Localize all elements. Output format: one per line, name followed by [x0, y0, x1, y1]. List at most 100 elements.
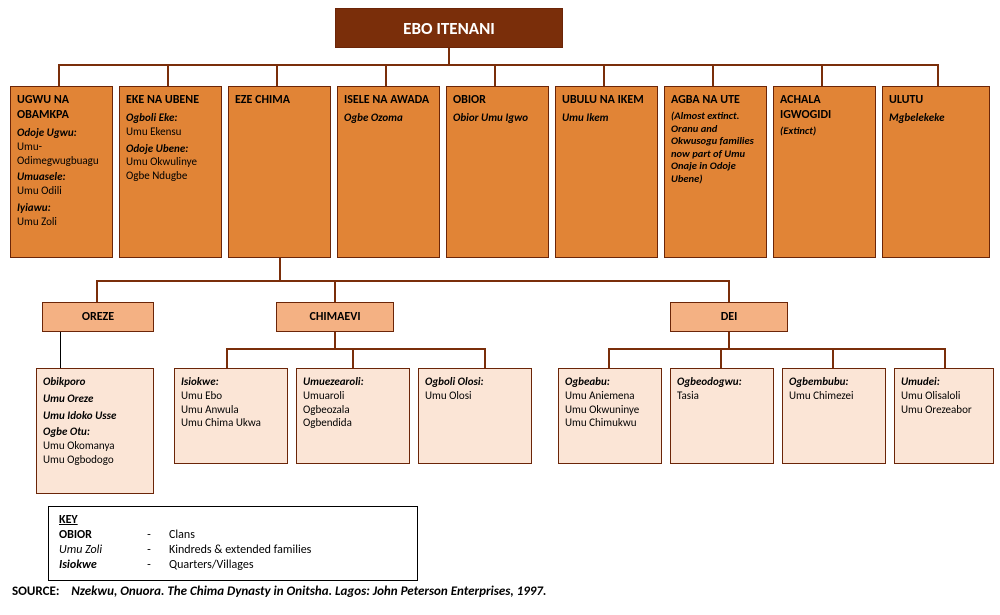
clan-isele-na-awada: ISELE NA AWADA Ogbe Ozoma [337, 86, 440, 258]
connector [279, 258, 281, 280]
key-dash: - [141, 543, 157, 557]
key-term: OBIOR [59, 528, 129, 542]
key-row: OBIOR - Clans [59, 528, 407, 542]
quarter-head: Umuasele: [17, 170, 106, 184]
kindred-item: Umu Zoli [17, 215, 106, 229]
connector [937, 64, 939, 86]
leaf-umuezearoli: Umuezearoli: Umuaroli Ogbeozala Ogbendid… [296, 368, 410, 464]
connector [712, 64, 714, 86]
clan-title: ULUTU [889, 93, 983, 108]
key-title: KEY [59, 513, 407, 527]
key-row: Umu Zoli - Kindreds & extended families [59, 543, 407, 557]
connector [352, 348, 354, 368]
quarter-head: Isiokwe: [181, 375, 281, 389]
kindred-item: Tasia [677, 389, 767, 403]
connector [58, 64, 938, 66]
kindred-item: Umu Olisaloli [901, 389, 987, 403]
clan-title: EKE NA UBENE [126, 93, 215, 108]
connector [334, 332, 336, 348]
clan-eke-na-ubene: EKE NA UBENE Ogboli Eke: Umu Ekensu Odoj… [119, 86, 222, 258]
subclan-dei: DEI [670, 302, 788, 332]
connector [96, 280, 98, 302]
clan-eze-chima: EZE CHIMA [228, 86, 331, 258]
connector [484, 348, 486, 368]
quarter-head: Ogbe Ozoma [344, 111, 433, 125]
clan-achala-igwogidi: ACHALA IGWOGIDI (Extinct) [773, 86, 876, 258]
key-legend: KEY OBIOR - Clans Umu Zoli - Kindreds & … [48, 506, 418, 581]
quarter-head: Ogbe Otu: [43, 425, 147, 439]
clan-title: ISELE NA AWADA [344, 93, 433, 108]
kindred-item: Umu Chima Ukwa [181, 416, 281, 430]
kindred-item: Umu Anwula [181, 403, 281, 417]
quarter-head: Odoje Ubene: [126, 142, 215, 156]
kindred-item: Umu Orezeabor [901, 403, 987, 417]
quarter-head: Umudei: [901, 375, 987, 389]
leaf-isiokwe: Isiokwe: Umu Ebo Umu Anwula Umu Chima Uk… [174, 368, 288, 464]
connector [728, 332, 730, 348]
key-def: Quarters/Villages [169, 558, 254, 572]
source-label: SOURCE: [12, 584, 59, 599]
kindred-item: Umu Ebo [181, 389, 281, 403]
clan-ulutu: ULUTU Mgbelekeke [882, 86, 990, 258]
connector [608, 348, 946, 350]
kindred-item: Umu Idoko Usse [43, 409, 147, 423]
subclan-title: OREZE [82, 310, 114, 325]
clan-title: UBULU NA IKEM [562, 93, 651, 108]
root-node: EBO ITENANI [335, 8, 563, 48]
leaf-umudei: Umudei: Umu Olisaloli Umu Orezeabor [894, 368, 994, 464]
kindred-item: Umu Olosi [425, 389, 525, 403]
kindred-item: Umuaroli [303, 389, 403, 403]
connector [226, 348, 486, 350]
connector [226, 348, 228, 368]
quarter-head: Mgbelekeke [889, 111, 983, 125]
clan-ugwu-na-obamkpa: UGWU NA OBAMKPA Odoje Ugwu: Umu-Odimegwu… [10, 86, 113, 258]
clan-note: (Almost extinct. Oranu and Okwusogu fami… [671, 110, 760, 186]
connector [608, 348, 610, 368]
key-row: Isiokwe - Quarters/Villages [59, 558, 407, 572]
key-def: Kindreds & extended families [169, 543, 311, 557]
kindred-item: Umu Aniemena [565, 389, 655, 403]
kindred-item: Umu Okomanya [43, 439, 147, 453]
quarter-head: Umu Ikem [562, 111, 651, 125]
kindred-item: Umu Odili [17, 184, 106, 198]
quarter-head: Ogboli Eke: [126, 111, 215, 125]
subclan-chimaevi: CHIMAEVI [276, 302, 394, 332]
quarter-head: Ogbeodogwu: [677, 375, 767, 389]
connector [60, 332, 61, 368]
clan-title: AGBA NA UTE [671, 93, 760, 108]
clan-title: UGWU NA OBAMKPA [17, 93, 106, 123]
quarter-head: Odoje Ugwu: [17, 126, 106, 140]
root-title: EBO ITENANI [403, 18, 495, 39]
kindred-item: Umu Okwuninye [565, 403, 655, 417]
connector [944, 348, 946, 368]
quarter-head: Ogbembubu: [789, 375, 879, 389]
key-term: Isiokwe [59, 558, 129, 572]
connector [96, 280, 730, 282]
quarter-head: Ogboli Olosi: [425, 375, 525, 389]
kindred-item: Ogbendida [303, 416, 403, 430]
kindred-item: Umu Ekensu [126, 125, 215, 139]
leaf-oreze: Obikporo Umu Oreze Umu Idoko Usse Ogbe O… [36, 368, 154, 494]
kindred-item: Umu Ogbodogo [43, 453, 147, 467]
subclan-title: DEI [721, 310, 738, 325]
clan-agba-na-ute: AGBA NA UTE (Almost extinct. Oranu and O… [664, 86, 767, 258]
connector [720, 348, 722, 368]
subclan-title: CHIMAEVI [309, 310, 360, 325]
source-citation: SOURCE: Nzekwu, Onuora. The Chima Dynast… [12, 584, 546, 599]
clan-ubulu-na-ikem: UBULU NA IKEM Umu Ikem [555, 86, 658, 258]
quarter-head: Obior Umu Igwo [453, 111, 542, 125]
kindred-item: Ogbeozala [303, 403, 403, 417]
subclan-oreze: OREZE [42, 302, 154, 332]
connector [58, 64, 60, 86]
connector [821, 64, 823, 86]
key-dash: - [141, 528, 157, 542]
clan-title: EZE CHIMA [235, 93, 324, 108]
leaf-ogboli-olosi: Ogboli Olosi: Umu Olosi [418, 368, 532, 464]
clan-obior: OBIOR Obior Umu Igwo [446, 86, 549, 258]
connector [494, 64, 496, 86]
key-term: Umu Zoli [59, 543, 129, 557]
leaf-ogbembubu: Ogbembubu: Umu Chimezei [782, 368, 886, 464]
connector [603, 64, 605, 86]
kindred-item: Obikporo [43, 375, 147, 389]
quarter-head: Umuezearoli: [303, 375, 403, 389]
